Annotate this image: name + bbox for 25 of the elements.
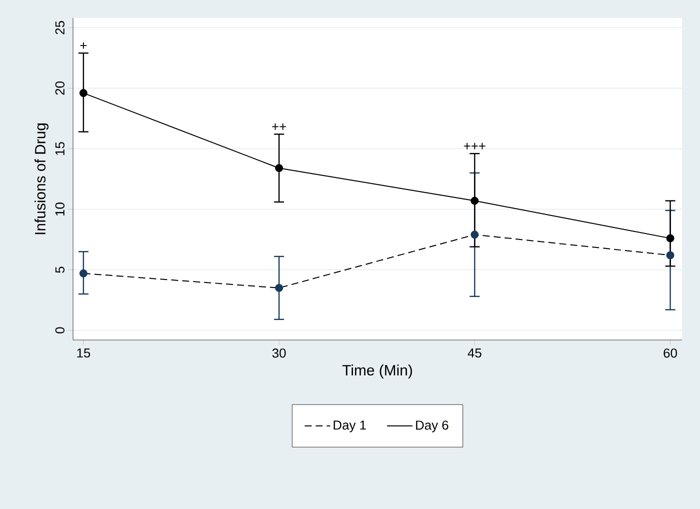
y-tick-label: 15: [55, 142, 64, 155]
annotation: ++: [272, 124, 286, 130]
y-tick-label: 20: [55, 82, 64, 95]
point: [666, 234, 674, 242]
y-tick-label: 0: [55, 327, 64, 334]
x-tick-label: 60: [664, 348, 677, 358]
annotation: +: [80, 42, 87, 49]
y-tick-label: 5: [55, 266, 64, 273]
point: [275, 164, 284, 172]
x-tick-label: 30: [272, 348, 286, 358]
annotation: +++: [464, 142, 486, 150]
x-tick-label: 45: [468, 348, 482, 358]
point: [79, 89, 88, 98]
legend-label: Day 6: [416, 420, 448, 432]
point: [275, 284, 284, 292]
point: [79, 269, 88, 278]
point: [470, 196, 479, 205]
y-axis-title: Infusions of Drug: [34, 123, 48, 234]
x-tick-label: 15: [77, 348, 90, 358]
y-tick-label: 25: [55, 21, 64, 34]
x-axis-title: Time (Min): [342, 364, 412, 378]
legend-label: Day 1: [334, 420, 366, 432]
point: [470, 230, 479, 239]
y-tick-label: 10: [55, 202, 64, 216]
point: [666, 251, 674, 260]
